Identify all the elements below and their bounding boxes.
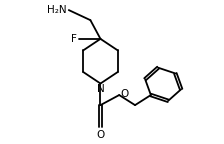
Text: H₂N: H₂N [47,5,67,15]
Text: O: O [96,130,105,140]
Text: N: N [97,84,104,94]
Text: O: O [121,89,129,99]
Text: F: F [71,34,77,44]
